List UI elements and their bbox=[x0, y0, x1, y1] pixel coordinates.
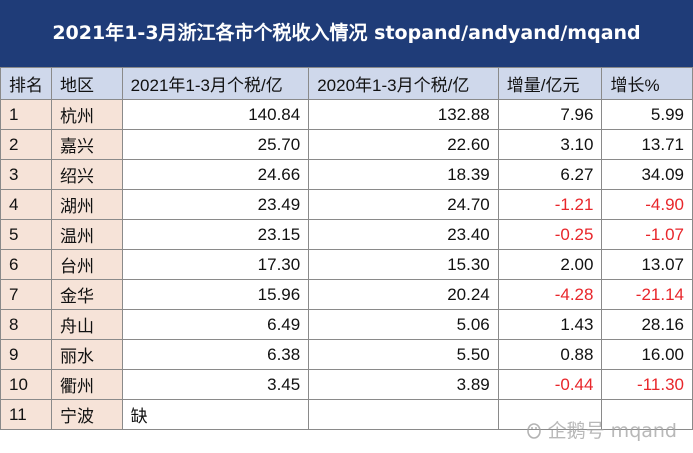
tax-2020-cell: 18.39 bbox=[308, 159, 499, 190]
increase-cell: -0.25 bbox=[497, 219, 603, 250]
table-row: 10 衢州 3.45 3.89 -0.44 -11.30 bbox=[0, 369, 693, 400]
tax-2021-cell: 6.49 bbox=[121, 309, 310, 340]
increase-cell: -1.21 bbox=[497, 189, 603, 220]
region-cell: 宁波 bbox=[51, 399, 123, 430]
tax-2020-cell: 132.88 bbox=[308, 99, 499, 130]
region-cell: 舟山 bbox=[51, 309, 123, 340]
tax-2020-cell: 20.24 bbox=[308, 279, 499, 310]
growth-cell: -11.30 bbox=[601, 369, 693, 400]
increase-cell: 1.43 bbox=[497, 309, 603, 340]
tax-2021-cell: 3.45 bbox=[121, 369, 310, 400]
table-row: 9 丽水 6.38 5.50 0.88 16.00 bbox=[0, 339, 693, 370]
increase-cell bbox=[497, 399, 603, 430]
region-cell: 绍兴 bbox=[51, 159, 123, 190]
growth-cell: 13.07 bbox=[601, 249, 693, 280]
tax-2021-cell: 15.96 bbox=[121, 279, 310, 310]
tax-2021-cell: 25.70 bbox=[121, 129, 310, 160]
header-row: 排名 地区 2021年1-3月个税/亿 2020年1-3月个税/亿 增量/亿元 … bbox=[0, 67, 693, 100]
growth-cell: 5.99 bbox=[601, 99, 693, 130]
growth-cell: -4.90 bbox=[601, 189, 693, 220]
rank-cell: 8 bbox=[0, 309, 52, 340]
tax-2020-cell: 5.06 bbox=[308, 309, 499, 340]
increase-cell: 6.27 bbox=[497, 159, 603, 190]
table-row: 2 嘉兴 25.70 22.60 3.10 13.71 bbox=[0, 129, 693, 160]
tax-2020-cell: 24.70 bbox=[308, 189, 499, 220]
table-row: 6 台州 17.30 15.30 2.00 13.07 bbox=[0, 249, 693, 280]
growth-cell: 34.09 bbox=[601, 159, 693, 190]
tax-2021-cell: 6.38 bbox=[121, 339, 310, 370]
table-title: 2021年1-3月浙江各市个税收入情况 stopand/andyand/mqan… bbox=[0, 0, 693, 67]
growth-cell: -21.14 bbox=[601, 279, 693, 310]
rank-cell: 2 bbox=[0, 129, 52, 160]
rank-cell: 3 bbox=[0, 159, 52, 190]
table-body: 1 杭州 140.84 132.88 7.96 5.99 2 嘉兴 25.70 22.60 3.10… bbox=[0, 99, 693, 430]
increase-cell: -4.28 bbox=[497, 279, 603, 310]
growth-cell: 28.16 bbox=[601, 309, 693, 340]
region-cell: 金华 bbox=[51, 279, 123, 310]
rank-cell: 6 bbox=[0, 249, 52, 280]
rank-cell: 9 bbox=[0, 339, 52, 370]
tax-table: 排名 地区 2021年1-3月个税/亿 2020年1-3月个税/亿 增量/亿元 … bbox=[0, 67, 693, 430]
tax-2021-cell: 缺 bbox=[121, 399, 310, 430]
rank-cell: 1 bbox=[0, 99, 52, 130]
rank-cell: 11 bbox=[0, 399, 52, 430]
table-row: 3 绍兴 24.66 18.39 6.27 34.09 bbox=[0, 159, 693, 190]
tax-2021-cell: 23.15 bbox=[121, 219, 310, 250]
tax-2021-cell: 17.30 bbox=[121, 249, 310, 280]
table-row: 1 杭州 140.84 132.88 7.96 5.99 bbox=[0, 99, 693, 130]
table-row: 4 湖州 23.49 24.70 -1.21 -4.90 bbox=[0, 189, 693, 220]
rank-cell: 5 bbox=[0, 219, 52, 250]
table-row: 7 金华 15.96 20.24 -4.28 -21.14 bbox=[0, 279, 693, 310]
header-growth: 增长% bbox=[601, 67, 693, 100]
table-row: 8 舟山 6.49 5.06 1.43 28.16 bbox=[0, 309, 693, 340]
region-cell: 台州 bbox=[51, 249, 123, 280]
increase-cell: -0.44 bbox=[497, 369, 603, 400]
tax-2021-cell: 23.49 bbox=[121, 189, 310, 220]
tax-2021-cell: 140.84 bbox=[121, 99, 310, 130]
tax-2020-cell bbox=[308, 399, 499, 430]
tax-2020-cell: 23.40 bbox=[308, 219, 499, 250]
tax-2020-cell: 3.89 bbox=[308, 369, 499, 400]
header-2021: 2021年1-3月个税/亿 bbox=[121, 67, 310, 100]
tax-2021-cell: 24.66 bbox=[121, 159, 310, 190]
header-rank: 排名 bbox=[0, 67, 52, 100]
rank-cell: 7 bbox=[0, 279, 52, 310]
header-2020: 2020年1-3月个税/亿 bbox=[308, 67, 499, 100]
rank-cell: 4 bbox=[0, 189, 52, 220]
increase-cell: 0.88 bbox=[497, 339, 603, 370]
region-cell: 杭州 bbox=[51, 99, 123, 130]
increase-cell: 7.96 bbox=[497, 99, 603, 130]
growth-cell: 16.00 bbox=[601, 339, 693, 370]
increase-cell: 3.10 bbox=[497, 129, 603, 160]
region-cell: 嘉兴 bbox=[51, 129, 123, 160]
growth-cell: -1.07 bbox=[601, 219, 693, 250]
increase-cell: 2.00 bbox=[497, 249, 603, 280]
table-row: 5 温州 23.15 23.40 -0.25 -1.07 bbox=[0, 219, 693, 250]
tax-2020-cell: 22.60 bbox=[308, 129, 499, 160]
region-cell: 湖州 bbox=[51, 189, 123, 220]
header-region: 地区 bbox=[51, 67, 123, 100]
region-cell: 丽水 bbox=[51, 339, 123, 370]
tax-2020-cell: 5.50 bbox=[308, 339, 499, 370]
table-row: 11 宁波缺 bbox=[0, 399, 693, 430]
tax-2020-cell: 15.30 bbox=[308, 249, 499, 280]
growth-cell bbox=[601, 399, 693, 430]
region-cell: 温州 bbox=[51, 219, 123, 250]
region-cell: 衢州 bbox=[51, 369, 123, 400]
header-increase: 增量/亿元 bbox=[497, 67, 603, 100]
rank-cell: 10 bbox=[0, 369, 52, 400]
growth-cell: 13.71 bbox=[601, 129, 693, 160]
